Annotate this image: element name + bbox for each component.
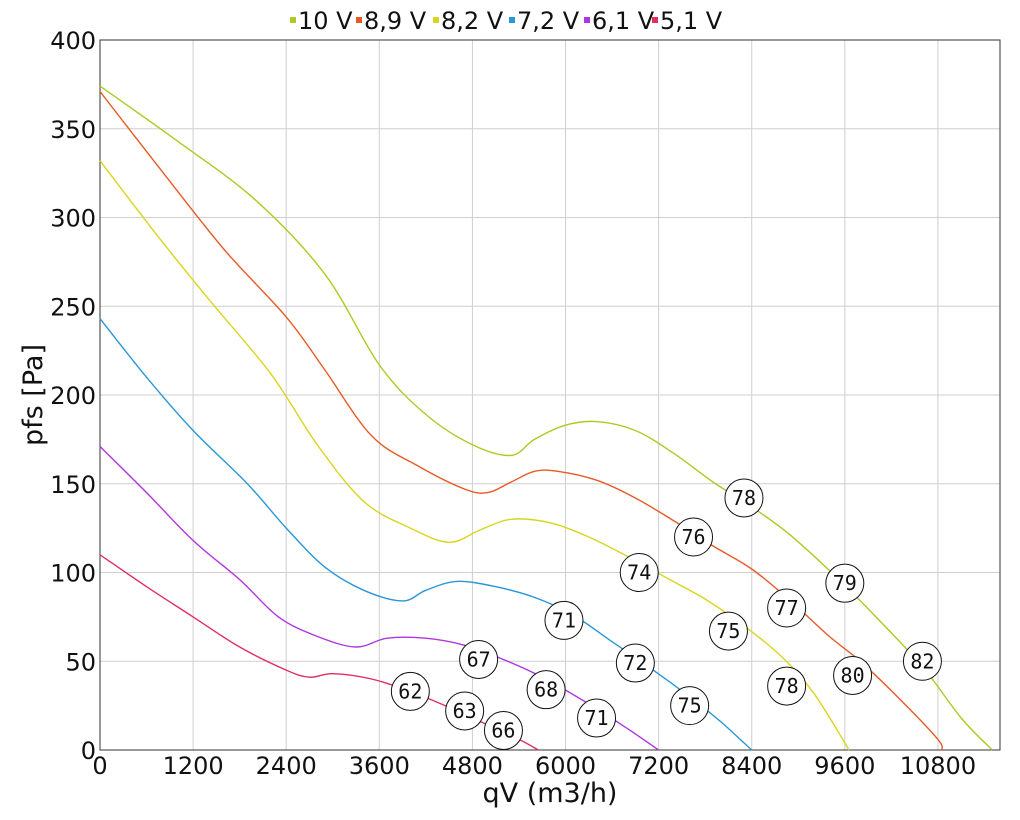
- noise-label: 78: [732, 486, 756, 510]
- legend-label: 6,1 V: [592, 7, 655, 35]
- noise-label-circle: [544, 600, 584, 640]
- y-tick-label: 100: [50, 560, 96, 588]
- noise-label-circle: [390, 671, 430, 711]
- y-tick-label: 300: [50, 205, 96, 233]
- series-line-0: [99, 85, 993, 751]
- y-tick-label: 400: [50, 27, 96, 55]
- y-tick-label: 50: [65, 648, 96, 676]
- plot-area: [99, 39, 1001, 751]
- x-tick-label: 9600: [814, 752, 875, 780]
- y-tick-label: 150: [50, 471, 96, 499]
- noise-label-circle: [526, 670, 566, 710]
- y-tick-label: 250: [50, 293, 96, 321]
- series-line-1: [99, 91, 943, 751]
- legend-label: 10 V: [298, 7, 353, 35]
- noise-label: 75: [678, 694, 702, 718]
- noise-label-circle: [615, 643, 655, 683]
- y-axis-title: pfs [Pa]: [18, 344, 49, 446]
- legend-swatch: [584, 17, 590, 23]
- noise-label: 77: [775, 596, 799, 620]
- noise-label-circle: [459, 639, 499, 679]
- legend-label: 7,2 V: [517, 7, 580, 35]
- noise-label: 71: [585, 706, 609, 730]
- legend-swatch: [652, 17, 658, 23]
- series-layer: [99, 85, 993, 751]
- noise-label: 78: [775, 674, 799, 698]
- x-tick-label: 4800: [442, 752, 503, 780]
- x-tick-label: 10800: [900, 752, 976, 780]
- annotation-layer: 78 76 74 71 67 62 79 77 75 72 68 63 82 80 78 75 71 66: [390, 478, 942, 750]
- x-tick-label: 8400: [721, 752, 782, 780]
- y-tick-label: 350: [50, 116, 96, 144]
- noise-label: 71: [552, 608, 576, 632]
- y-axis-ticks: 0 50 100 150 200 250 300 350 400: [50, 27, 96, 765]
- noise-label: 74: [627, 561, 651, 585]
- noise-label-circle: [708, 611, 748, 651]
- noise-label: 68: [534, 678, 558, 702]
- noise-label: 79: [833, 571, 857, 595]
- noise-label-circle: [825, 563, 865, 603]
- noise-label: 82: [910, 649, 934, 673]
- legend-swatch: [356, 17, 362, 23]
- legend-label: 5,1 V: [660, 7, 723, 35]
- x-tick-label: 2400: [256, 752, 317, 780]
- noise-label: 63: [453, 699, 477, 723]
- x-tick-label: 6000: [535, 752, 596, 780]
- y-tick-label: 0: [81, 737, 96, 765]
- noise-label: 62: [398, 679, 422, 703]
- noise-label-circle: [483, 710, 523, 750]
- x-tick-label: 3600: [349, 752, 410, 780]
- series-line-2: [99, 160, 850, 751]
- noise-label-circle: [619, 553, 659, 592]
- legend-swatch: [290, 17, 296, 23]
- noise-label: 75: [716, 619, 740, 643]
- noise-label-circle: [445, 691, 485, 731]
- noise-label-circle: [674, 517, 714, 557]
- y-tick-label: 200: [50, 382, 96, 410]
- legend: 10 V 8,9 V 8,2 V 7,2 V 6,1 V 5,1 V: [290, 7, 723, 35]
- x-tick-label: 0: [92, 752, 107, 780]
- noise-label-circle: [577, 698, 617, 738]
- x-axis-ticks: 0 1200 2400 3600 4800 6000 7200 8400 9600 10800: [92, 752, 976, 780]
- noise-label: 76: [681, 525, 705, 549]
- noise-label: 66: [491, 718, 515, 742]
- noise-label-circle: [724, 478, 764, 518]
- legend-swatch: [509, 17, 515, 23]
- noise-label-circle: [670, 686, 710, 726]
- x-axis-title: qV (m3/h): [483, 778, 618, 809]
- noise-label: 80: [841, 663, 865, 687]
- noise-label-circle: [833, 655, 873, 695]
- noise-label: 67: [467, 647, 491, 671]
- noise-label-circle: [767, 666, 807, 706]
- noise-label: 72: [623, 651, 647, 675]
- legend-swatch: [433, 17, 439, 23]
- legend-label: 8,2 V: [441, 7, 504, 35]
- legend-label: 8,9 V: [364, 7, 427, 35]
- x-tick-label: 1200: [163, 752, 224, 780]
- noise-label-circle: [767, 588, 807, 628]
- x-tick-label: 7200: [628, 752, 689, 780]
- noise-label-circle: [902, 641, 942, 681]
